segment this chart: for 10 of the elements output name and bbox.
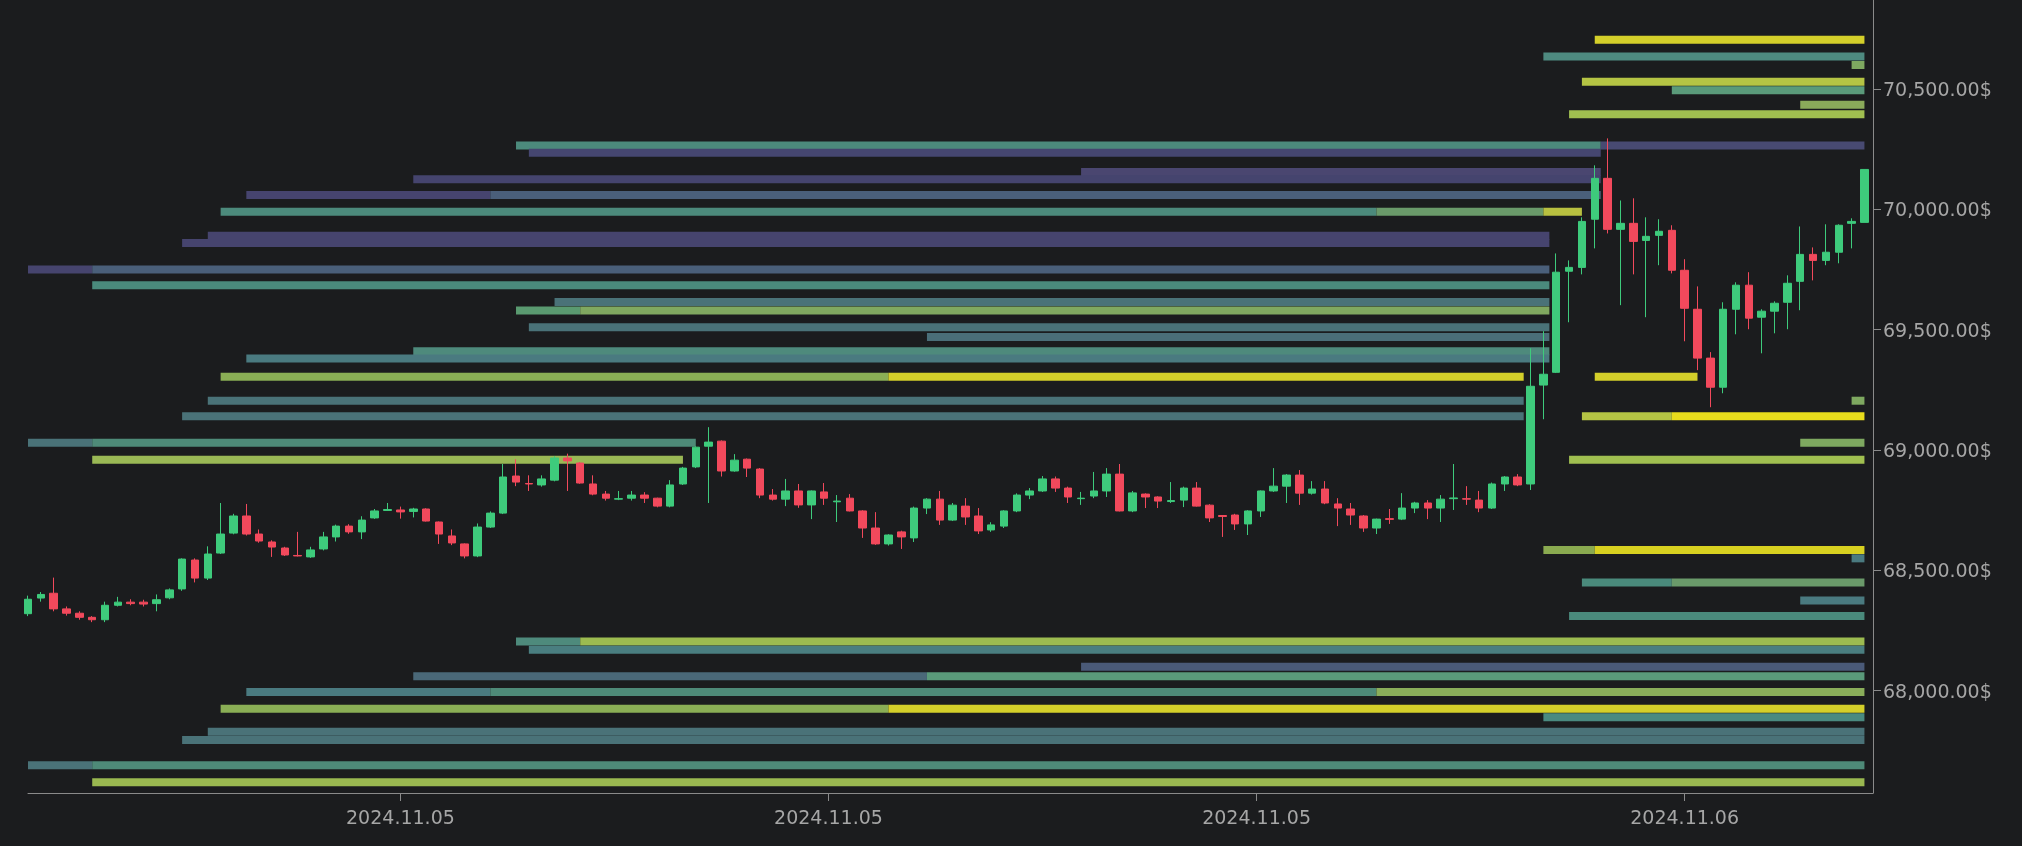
y-tick-label: 70,000.00$ [1883,198,1992,221]
y-tick-label: 69,500.00$ [1883,318,1992,341]
y-tick-label: 68,000.00$ [1883,679,1992,702]
y-tick-label: 70,500.00$ [1883,78,1992,101]
y-tick-label: 69,000.00$ [1883,439,1992,462]
x-tick-label: 2024.11.05 [1202,805,1311,828]
x-tick-label: 2024.11.05 [346,805,455,828]
x-tick-label: 2024.11.05 [774,805,883,828]
y-tick-label: 68,500.00$ [1883,559,1992,582]
x-tick-label: 2024.11.06 [1630,805,1740,828]
